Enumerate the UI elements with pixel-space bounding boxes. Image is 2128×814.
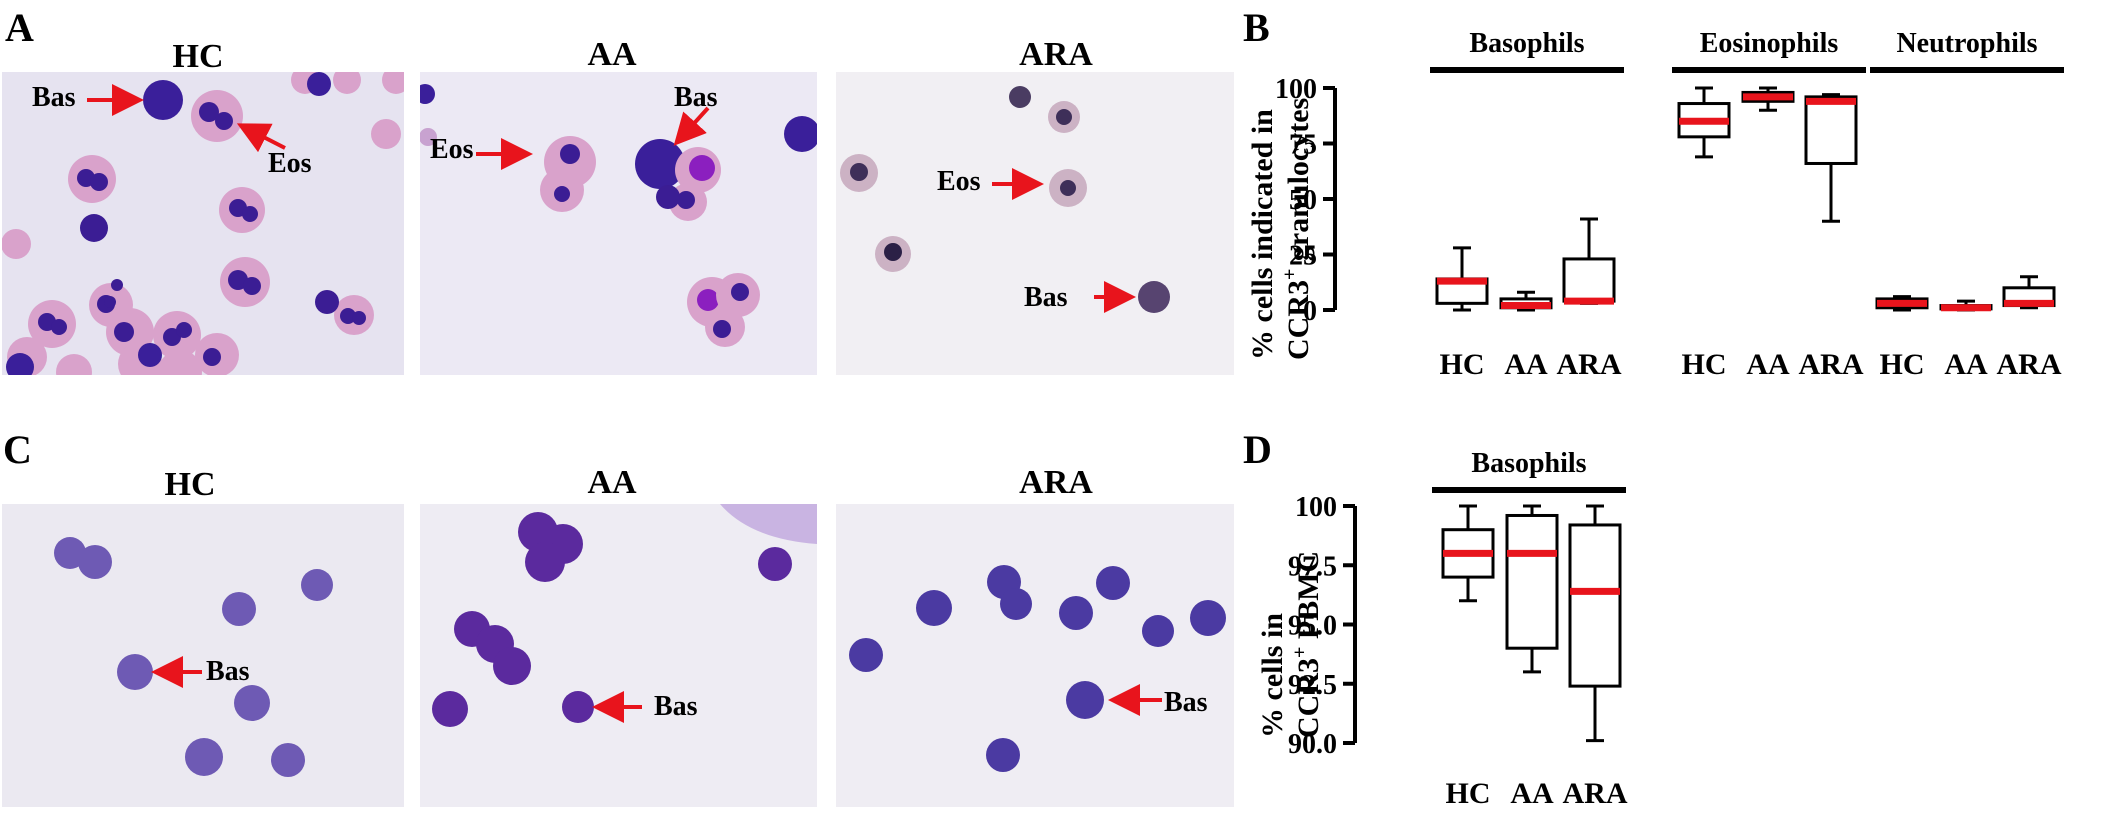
arrow-eos-a-hc bbox=[236, 123, 286, 153]
box-ara: ARA bbox=[1557, 217, 1622, 381]
category-label: ARA bbox=[1799, 348, 1864, 381]
y-tick-label: 100 bbox=[1295, 492, 1337, 523]
micrograph-a-hc bbox=[2, 72, 404, 375]
y-tick-label: 90.0 bbox=[1288, 729, 1337, 760]
panel-letter-d: D bbox=[1243, 427, 1272, 472]
micrograph-c-aa bbox=[420, 504, 817, 807]
category-label: HC bbox=[1880, 348, 1925, 381]
category-label: AA bbox=[1510, 777, 1554, 810]
box-hc: HC bbox=[1435, 246, 1489, 381]
y-axis-d: 90.0 92.5 95.0 97.5 100 bbox=[1288, 492, 1357, 760]
micrograph-c-ara bbox=[836, 504, 1234, 807]
box-hc: HC bbox=[1875, 295, 1929, 381]
group-basophils: Basophils HC AA ARA bbox=[1430, 28, 1624, 381]
label-eos-a-hc: Eos bbox=[268, 148, 312, 179]
y-axis-label-b: % cells indicated in CCR3+ granulocytes bbox=[1246, 98, 1315, 360]
image-title-a-hc: HC bbox=[172, 38, 224, 75]
panel-letter-a: A bbox=[5, 5, 34, 50]
box-iqr bbox=[1505, 513, 1559, 650]
y-tick-label: 92.5 bbox=[1288, 670, 1337, 701]
group-title: Eosinophils bbox=[1700, 28, 1839, 59]
category-label: HC bbox=[1446, 777, 1491, 810]
y-tick-label: 95.0 bbox=[1288, 611, 1337, 642]
arrow-bas-a-aa bbox=[673, 106, 710, 146]
box-iqr bbox=[1804, 95, 1858, 165]
box-aa: AA bbox=[1505, 504, 1559, 810]
group-title: Basophils bbox=[1469, 28, 1584, 59]
category-label: HC bbox=[1440, 348, 1485, 381]
box-hc: HC bbox=[1677, 86, 1731, 381]
label-bas-c-aa: Bas bbox=[654, 691, 698, 722]
y-tick-label: 50 bbox=[1289, 185, 1317, 216]
box-iqr bbox=[1568, 523, 1622, 688]
category-label: AA bbox=[1944, 348, 1988, 381]
y-axis-b: 0 25 50 75 100 bbox=[1275, 74, 1337, 327]
panel-letter-c: C bbox=[3, 427, 32, 472]
y-tick-label: 0 bbox=[1303, 296, 1317, 327]
box-ara: ARA bbox=[1799, 93, 1864, 381]
image-title-a-aa: AA bbox=[587, 36, 637, 73]
y-tick-label: 25 bbox=[1289, 241, 1317, 272]
y-tick-label: 100 bbox=[1275, 74, 1317, 105]
box-aa: AA bbox=[1741, 86, 1795, 381]
panel-letter-b: B bbox=[1243, 5, 1270, 50]
basophil-cells bbox=[6, 72, 339, 375]
micrograph-a-aa bbox=[420, 72, 817, 375]
group-neutrophils: Neutrophils HC AA ARA bbox=[1870, 28, 2064, 381]
label-bas-c-ara: Bas bbox=[1164, 687, 1208, 718]
image-title-c-ara: ARA bbox=[1019, 464, 1093, 501]
label-bas-a-ara: Bas bbox=[1024, 282, 1068, 313]
group-title: Neutrophils bbox=[1896, 28, 2037, 59]
y-tick-label: 75 bbox=[1289, 130, 1317, 161]
box-groups-d: Basophils HC AA ARA bbox=[1432, 448, 1628, 810]
box-plot-ccr3-pbmc: % cells in CCR3+ PBMC 90.0 92.5 95.0 97.5 10… bbox=[1256, 448, 1628, 810]
box-hc: HC bbox=[1441, 504, 1495, 810]
box-iqr bbox=[1562, 257, 1616, 303]
box-ara: ARA bbox=[1563, 504, 1628, 810]
category-label: ARA bbox=[1563, 777, 1628, 810]
group-title: Basophils bbox=[1471, 448, 1586, 479]
group-eosinophils: Eosinophils HC AA ARA bbox=[1672, 28, 1866, 381]
label-eos-a-ara: Eos bbox=[937, 166, 981, 197]
box-aa: AA bbox=[1939, 299, 1993, 381]
category-label: ARA bbox=[1997, 348, 2062, 381]
category-label: HC bbox=[1682, 348, 1727, 381]
image-title-a-ara: ARA bbox=[1019, 36, 1093, 73]
box-ara: ARA bbox=[1997, 275, 2062, 381]
category-label: AA bbox=[1746, 348, 1790, 381]
y-tick-label: 97.5 bbox=[1288, 551, 1337, 582]
image-title-c-hc: HC bbox=[164, 466, 216, 503]
micrograph-c-hc bbox=[2, 504, 404, 807]
label-bas-c-hc: Bas bbox=[206, 656, 250, 687]
category-label: ARA bbox=[1557, 348, 1622, 381]
micrograph-a-ara bbox=[836, 72, 1234, 375]
category-label: AA bbox=[1504, 348, 1548, 381]
box-aa: AA bbox=[1499, 290, 1553, 381]
label-eos-a-aa: Eos bbox=[430, 134, 474, 165]
box-plot-ccr3-granulocytes: % cells indicated in CCR3+ granulocytes … bbox=[1246, 28, 2064, 381]
eosinophil-cells bbox=[2, 72, 404, 375]
y-axis-label-d: % cells in CCR3+ PBMC bbox=[1256, 551, 1325, 738]
label-bas-a-hc: Bas bbox=[32, 82, 76, 113]
group-basophils: Basophils HC AA ARA bbox=[1432, 448, 1628, 810]
image-title-c-aa: AA bbox=[587, 464, 637, 501]
label-bas-a-aa: Bas bbox=[674, 82, 718, 113]
